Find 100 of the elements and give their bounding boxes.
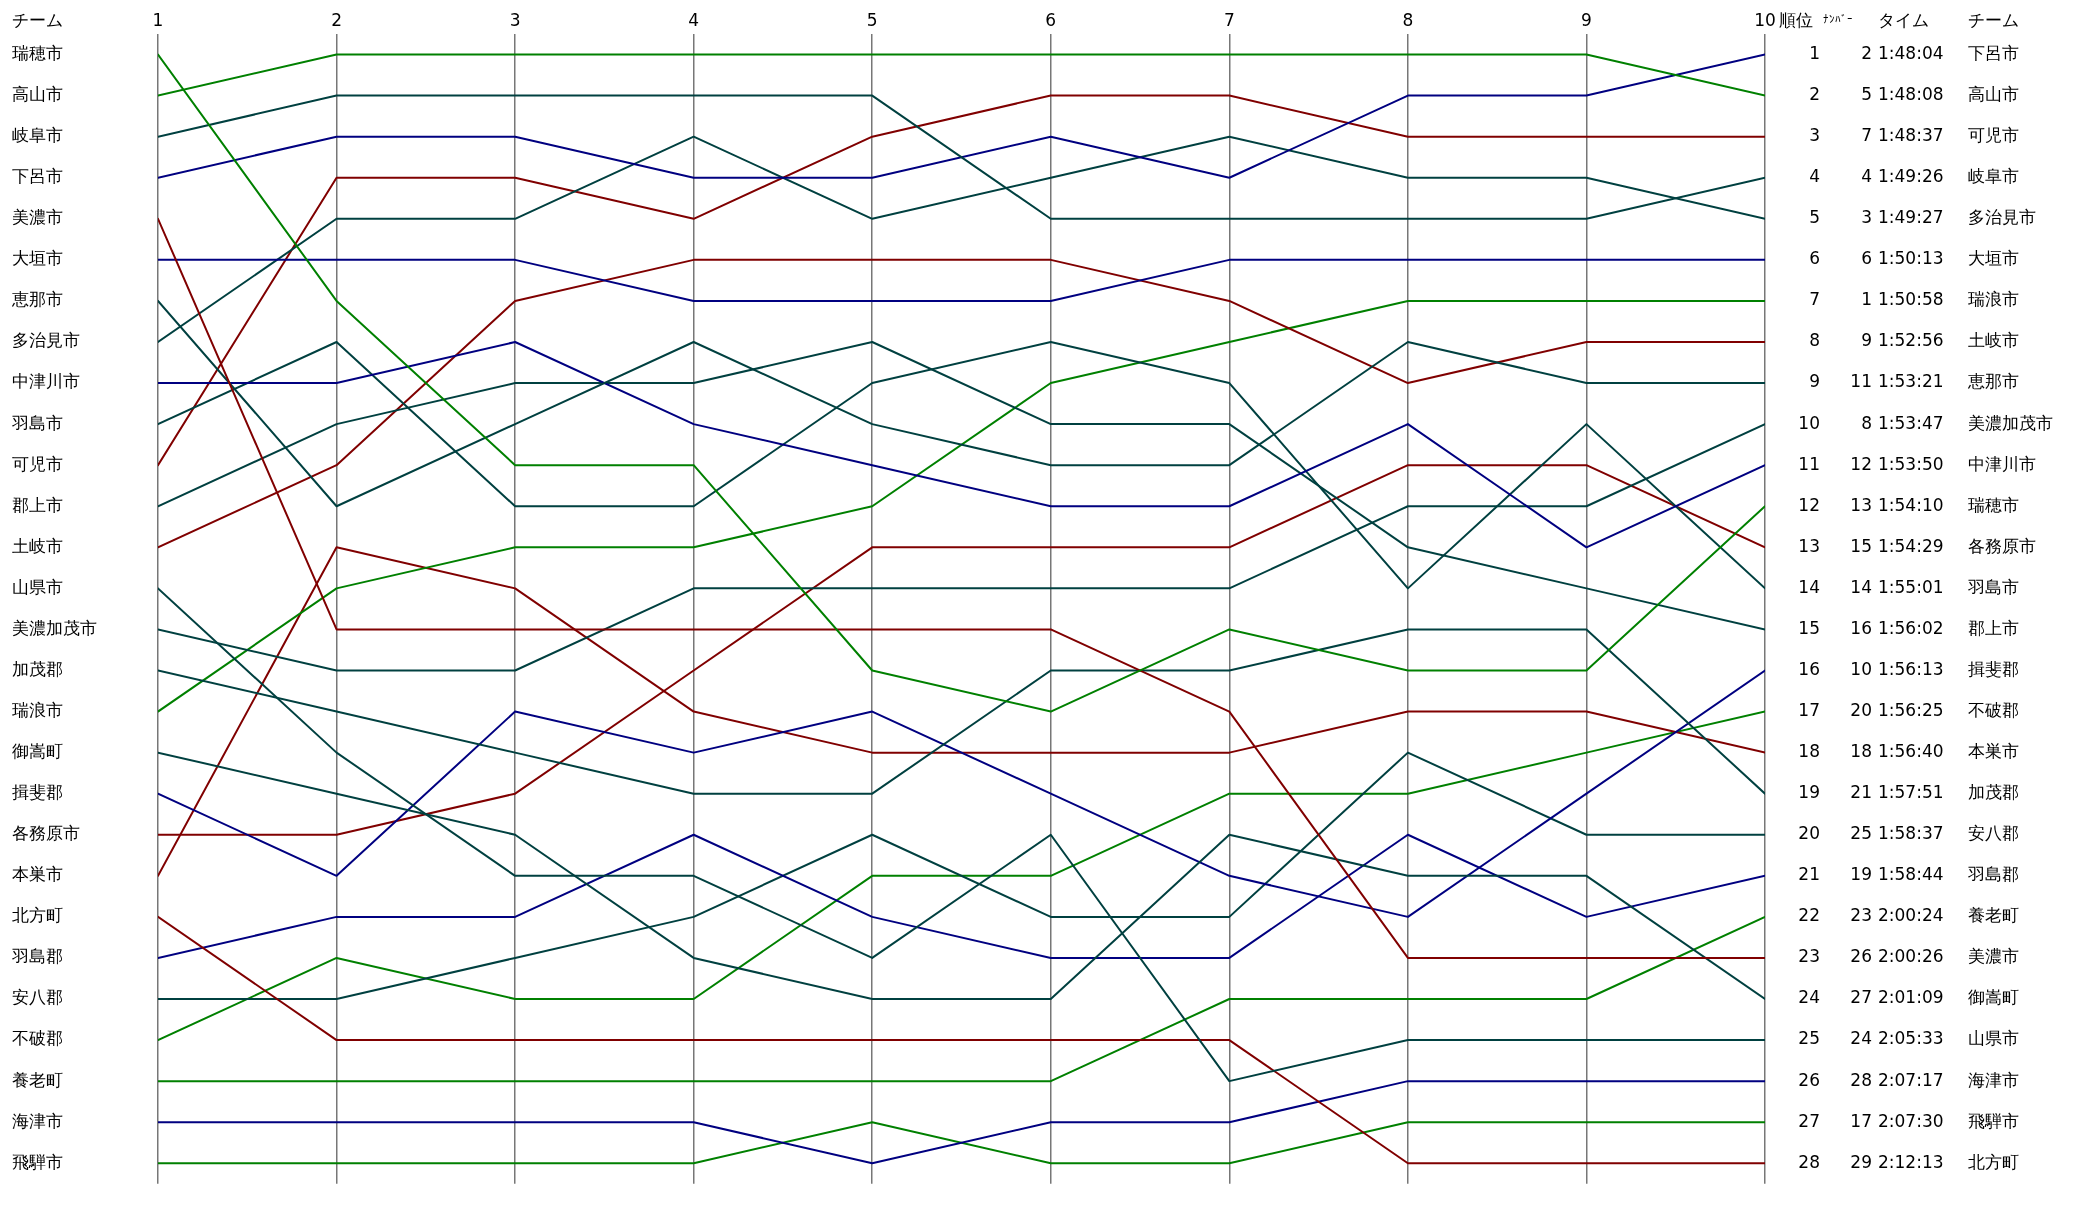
text: 多治見市 — [1968, 207, 2036, 228]
text: 瑞穂市 — [12, 42, 63, 63]
x-tick-label: 6 — [1045, 10, 1057, 31]
x-tick-label: 1 — [152, 10, 164, 31]
text: 養老町 — [12, 1069, 63, 1090]
text: 25 — [1850, 823, 1872, 844]
text: 23 — [1850, 905, 1872, 926]
text: 1:53:47 — [1878, 412, 1944, 433]
text: 1:49:27 — [1878, 207, 1944, 228]
y-tick-label: 21 — [1798, 864, 1820, 885]
text: 美濃加茂市 — [12, 617, 97, 638]
text: 安八郡 — [12, 987, 63, 1008]
text: 土岐市 — [1968, 330, 2019, 351]
y-tick-label: 11 — [1798, 453, 1820, 474]
y-tick-label: 28 — [1798, 1151, 1820, 1172]
y-tick-label: 17 — [1798, 699, 1820, 720]
y-axis-title: 順位 — [1779, 10, 1813, 31]
text: 恵那市 — [1968, 371, 2019, 392]
text: 岐阜市 — [1968, 166, 2019, 187]
text: 1:49:26 — [1878, 166, 1944, 187]
text: 岐阜市 — [12, 125, 63, 146]
text: 14 — [1850, 576, 1872, 597]
text: 可児市 — [1968, 125, 2019, 146]
y-tick-label: 15 — [1798, 617, 1820, 638]
y-tick-label: 25 — [1798, 1028, 1820, 1049]
text: 13 — [1850, 494, 1872, 515]
text: 2:07:17 — [1878, 1069, 1944, 1090]
text: 各務原市 — [1968, 535, 2036, 556]
text: 不破郡 — [12, 1028, 63, 1049]
text: 御嵩町 — [1968, 987, 2019, 1008]
text: 1:54:10 — [1878, 494, 1944, 515]
x-tick-label: 4 — [688, 10, 700, 31]
y-tick-label: 23 — [1798, 946, 1820, 967]
y-tick-label: 20 — [1798, 823, 1820, 844]
text: 1 — [1861, 289, 1872, 310]
y-tick-label: 27 — [1798, 1110, 1820, 1131]
x-tick-label: 7 — [1223, 10, 1235, 31]
text: 2:07:30 — [1878, 1110, 1944, 1131]
text: 12 — [1850, 453, 1872, 474]
text: 2:00:24 — [1878, 905, 1944, 926]
text: 不破郡 — [1968, 699, 2019, 720]
text: 10 — [1850, 658, 1872, 679]
text: 各務原市 — [12, 823, 80, 844]
text: 1:48:37 — [1878, 125, 1944, 146]
text: 山県市 — [1968, 1028, 2019, 1049]
text: 28 — [1850, 1069, 1872, 1090]
text: 瑞浪市 — [1968, 289, 2019, 310]
y-tick-label: 6 — [1809, 248, 1820, 269]
text: 1:56:40 — [1878, 741, 1944, 762]
x-tick-label: 8 — [1402, 10, 1414, 31]
y-tick-label: 13 — [1798, 535, 1820, 556]
text: 9 — [1861, 330, 1872, 351]
text: 飛騨市 — [1968, 1110, 2019, 1131]
text: 7 — [1861, 125, 1872, 146]
text: 1:52:56 — [1878, 330, 1944, 351]
y-tick-label: 16 — [1798, 658, 1820, 679]
text: 1:54:29 — [1878, 535, 1944, 556]
text: 15 — [1850, 535, 1872, 556]
text: 安八郡 — [1968, 823, 2019, 844]
y-tick-label: 14 — [1798, 576, 1820, 597]
text: 29 — [1850, 1151, 1872, 1172]
y-tick-label: 26 — [1798, 1069, 1820, 1090]
text: 羽島郡 — [11, 946, 63, 967]
text: 大垣市 — [1968, 248, 2019, 269]
text: 1:56:25 — [1878, 699, 1944, 720]
text: 大垣市 — [12, 248, 63, 269]
text: 加茂郡 — [1968, 782, 2019, 803]
text: 3 — [1861, 207, 1872, 228]
text: 1:50:13 — [1878, 248, 1944, 269]
x-tick-label: 5 — [866, 10, 878, 31]
text: 下呂市 — [1968, 42, 2019, 63]
text: タイム — [1878, 10, 1929, 31]
text: 郡上市 — [1968, 617, 2019, 638]
text: 養老町 — [1968, 905, 2019, 926]
text: 18 — [1850, 741, 1872, 762]
x-tick-label: 3 — [509, 10, 521, 31]
text: 4 — [1861, 166, 1872, 187]
y-tick-label: 5 — [1809, 207, 1820, 228]
text: 1:53:50 — [1878, 453, 1944, 474]
text: 中津川市 — [1968, 453, 2036, 474]
text: 21 — [1850, 782, 1872, 803]
text: 御嵩町 — [12, 741, 63, 762]
text: 下呂市 — [12, 166, 63, 187]
text: 26 — [1850, 946, 1872, 967]
text: 可児市 — [12, 453, 63, 474]
text: 16 — [1850, 617, 1872, 638]
text: 2:05:33 — [1878, 1028, 1944, 1049]
text: 2:01:09 — [1878, 987, 1944, 1008]
text: 19 — [1850, 864, 1872, 885]
text: 山県市 — [12, 576, 63, 597]
text: 高山市 — [1968, 84, 2019, 105]
y-tick-label: 4 — [1809, 166, 1820, 187]
text: 5 — [1861, 84, 1872, 105]
y-tick-label: 24 — [1798, 987, 1820, 1008]
text: 本巣市 — [12, 864, 63, 885]
text: 11 — [1850, 371, 1872, 392]
text: 2 — [1861, 42, 1872, 63]
text: 羽島郡 — [1968, 864, 2019, 885]
y-tick-label: 1 — [1809, 42, 1820, 63]
text: 羽島市 — [11, 412, 63, 433]
